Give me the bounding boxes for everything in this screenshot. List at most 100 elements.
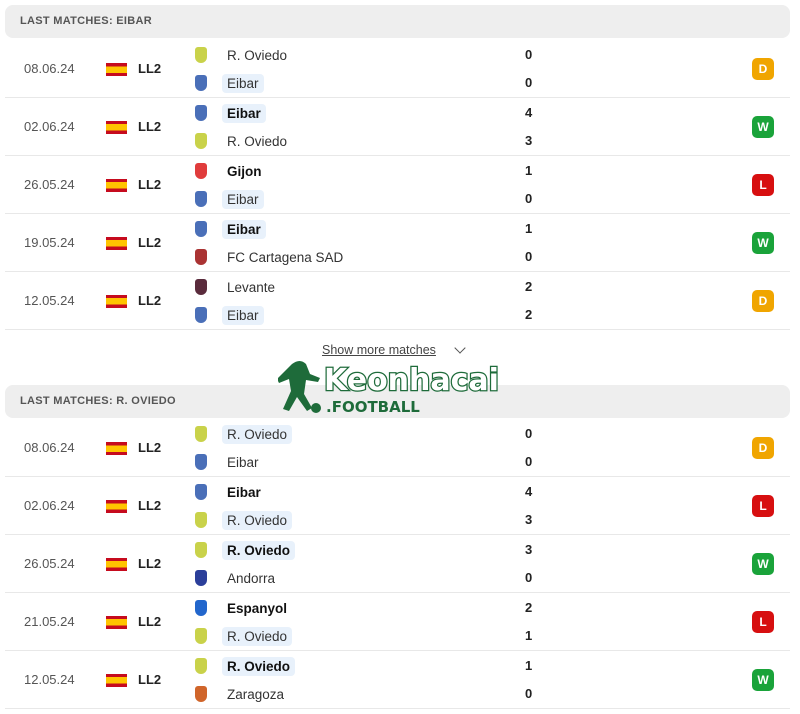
league-label: LL2 (138, 672, 162, 687)
result-badge: W (752, 669, 774, 691)
home-team: Levante (195, 276, 280, 298)
match-row[interactable]: 02.06.24 LL2 Eibar R. Oviedo 4 3 W (5, 98, 790, 156)
away-score: 0 (525, 191, 533, 206)
svg-text:Keonhacai: Keonhacai (324, 363, 499, 398)
match-row[interactable]: 12.05.24 LL2 R. Oviedo Zaragoza 1 0 W (5, 651, 790, 709)
home-team: Eibar (195, 102, 266, 124)
home-score: 0 (525, 426, 533, 441)
result-badge: L (752, 174, 774, 196)
league-label: LL2 (138, 440, 162, 455)
league-label: LL2 (138, 177, 162, 192)
home-score: 2 (525, 279, 533, 294)
away-team: Eibar (195, 451, 264, 473)
svg-text:.FOOTBALL: .FOOTBALL (326, 398, 420, 416)
match-date: 12.05.24 (24, 293, 75, 308)
match-row[interactable]: 26.05.24 LL2 R. Oviedo Andorra 3 0 W (5, 535, 790, 593)
team-name: Zaragoza (227, 686, 285, 702)
home-team: R. Oviedo (195, 539, 296, 561)
league-label: LL2 (138, 614, 162, 629)
home-score: 1 (525, 163, 533, 178)
chevron-down-icon[interactable] (454, 342, 466, 354)
away-score: 3 (525, 512, 533, 527)
team-crest-icon (195, 279, 207, 295)
home-score: 4 (525, 105, 533, 120)
away-team: FC Cartagena SAD (195, 246, 348, 268)
result-badge: W (752, 553, 774, 575)
spain-flag-icon (106, 237, 127, 250)
team-crest-icon (195, 484, 207, 500)
result-badge: D (752, 58, 774, 80)
league-label: LL2 (138, 61, 162, 76)
spain-flag-icon (106, 295, 127, 308)
team-name: Eibar (222, 189, 264, 209)
spain-flag-icon (106, 63, 127, 76)
match-date: 26.05.24 (24, 177, 75, 192)
match-date: 12.05.24 (24, 672, 75, 687)
away-team: Andorra (195, 567, 280, 589)
away-team: Zaragoza (195, 683, 289, 705)
home-score: 3 (525, 542, 533, 557)
league-label: LL2 (138, 556, 162, 571)
team-crest-icon (195, 454, 207, 470)
result-badge: W (752, 232, 774, 254)
team-crest-icon (195, 221, 207, 237)
home-score: 4 (525, 484, 533, 499)
home-team: Gijon (195, 160, 267, 182)
away-score: 1 (525, 628, 533, 643)
away-score: 3 (525, 133, 533, 148)
home-score: 1 (525, 221, 533, 236)
team-name: Levante (227, 279, 276, 295)
away-team: R. Oviedo (195, 625, 293, 647)
team-crest-icon (195, 47, 207, 63)
spain-flag-icon (106, 121, 127, 134)
match-row[interactable]: 08.06.24 LL2 R. Oviedo Eibar 0 0 D (5, 419, 790, 477)
match-row[interactable]: 21.05.24 LL2 Espanyol R. Oviedo 2 1 L (5, 593, 790, 651)
home-team: R. Oviedo (195, 44, 292, 66)
team-name: FC Cartagena SAD (227, 249, 344, 265)
section-header-eibar: LAST MATCHES: EIBAR (5, 5, 790, 38)
away-team: Eibar (195, 188, 264, 210)
match-row[interactable]: 12.05.24 LL2 Levante Eibar 2 2 D (5, 272, 790, 330)
team-crest-icon (195, 570, 207, 586)
away-score: 0 (525, 249, 533, 264)
match-row[interactable]: 08.06.24 LL2 R. Oviedo Eibar 0 0 D (5, 40, 790, 98)
home-score: 2 (525, 600, 533, 615)
team-name: R. Oviedo (222, 540, 296, 560)
team-crest-icon (195, 307, 207, 323)
team-name: R. Oviedo (222, 656, 296, 676)
spain-flag-icon (106, 674, 127, 687)
result-badge: D (752, 437, 774, 459)
match-row[interactable]: 02.06.24 LL2 Eibar R. Oviedo 4 3 L (5, 477, 790, 535)
away-score: 2 (525, 307, 533, 322)
section-header-r-oviedo: LAST MATCHES: R. OVIEDO (5, 385, 790, 418)
team-name: R. Oviedo (222, 510, 293, 530)
league-label: LL2 (138, 235, 162, 250)
league-label: LL2 (138, 119, 162, 134)
spain-flag-icon (106, 179, 127, 192)
home-score: 1 (525, 658, 533, 673)
result-badge: W (752, 116, 774, 138)
spain-flag-icon (106, 558, 127, 571)
home-score: 0 (525, 47, 533, 62)
team-crest-icon (195, 542, 207, 558)
league-label: LL2 (138, 293, 162, 308)
team-name: Eibar (222, 219, 266, 239)
league-label: LL2 (138, 498, 162, 513)
show-more-matches-link[interactable]: Show more matches (322, 343, 436, 357)
match-row[interactable]: 26.05.24 LL2 Gijon Eibar 1 0 L (5, 156, 790, 214)
away-score: 0 (525, 75, 533, 90)
team-crest-icon (195, 426, 207, 442)
away-score: 0 (525, 570, 533, 585)
home-team: R. Oviedo (195, 655, 296, 677)
away-team: R. Oviedo (195, 130, 292, 152)
match-row[interactable]: 19.05.24 LL2 Eibar FC Cartagena SAD 1 0 … (5, 214, 790, 272)
result-badge: L (752, 495, 774, 517)
team-name: Eibar (222, 305, 264, 325)
match-date: 02.06.24 (24, 498, 75, 513)
match-date: 26.05.24 (24, 556, 75, 571)
team-name: Espanyol (227, 600, 288, 616)
team-crest-icon (195, 105, 207, 121)
match-date: 19.05.24 (24, 235, 75, 250)
match-date: 21.05.24 (24, 614, 75, 629)
away-team: Eibar (195, 304, 264, 326)
